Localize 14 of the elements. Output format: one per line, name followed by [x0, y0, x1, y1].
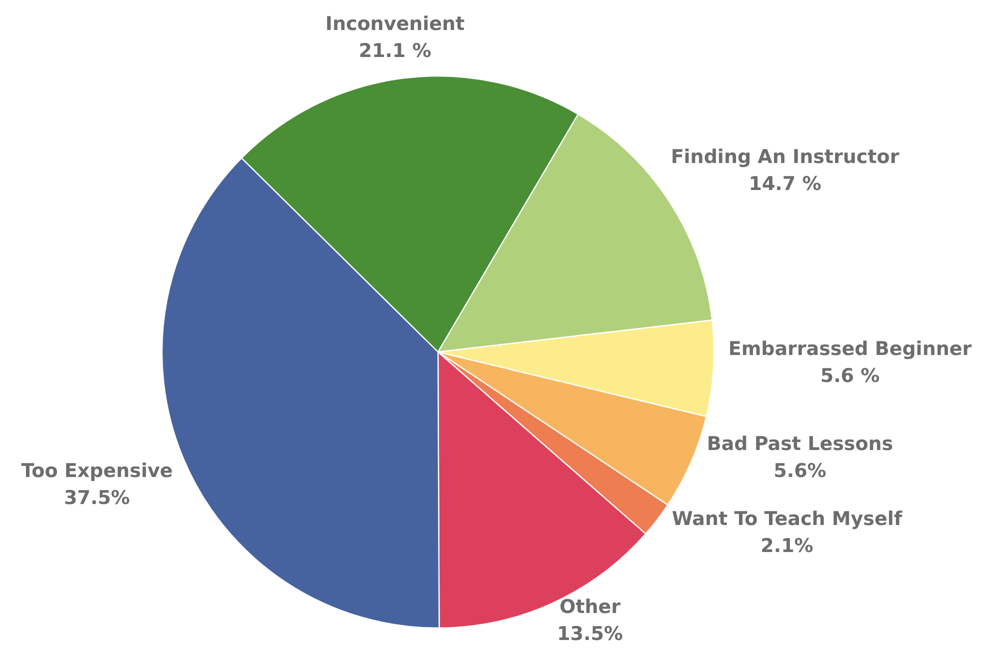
data-label: 5.6%	[774, 460, 826, 482]
slice-label: Too Expensive	[21, 460, 173, 482]
slice-label: Bad Past Lessons	[706, 433, 894, 455]
slice-label: Inconvenient	[325, 13, 465, 35]
slice-label: Embarrassed Beginner	[728, 338, 972, 360]
data-label: 13.5%	[557, 623, 623, 645]
data-label: 37.5%	[64, 487, 130, 509]
data-label: 5.6 %	[820, 365, 880, 387]
slice-label: Finding An Instructor	[670, 146, 900, 168]
slice-label: Other	[559, 596, 622, 618]
data-label: 21.1 %	[358, 40, 432, 62]
data-label: 2.1%	[760, 535, 814, 557]
slice-label: Want To Teach Myself	[672, 508, 903, 530]
data-label: 14.7 %	[748, 173, 822, 195]
